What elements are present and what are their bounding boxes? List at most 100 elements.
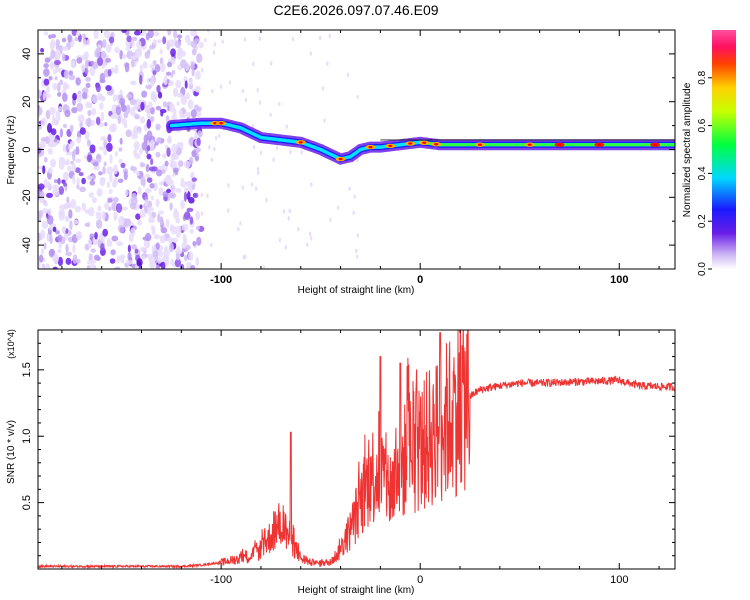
spectrogram-noise-blob	[54, 76, 58, 81]
spectrogram-noise-blob	[62, 144, 67, 153]
spectrogram-noise-blob	[309, 51, 313, 56]
spectrogram-noise-blob	[123, 170, 128, 181]
figure-title: C2E6.2026.097.07.46.E09	[273, 2, 438, 18]
spectrogram-noise-blob	[183, 191, 187, 202]
spectrogram-noise-blob	[40, 137, 48, 142]
spectrogram-noise-blob	[126, 35, 132, 43]
spectrogram-noise-blob	[140, 101, 145, 111]
spectrogram-noise-blob	[42, 208, 49, 214]
spectrogram-noise-blob	[310, 182, 313, 187]
spectrogram-noise-blob	[116, 255, 121, 264]
spectrogram-noise-blob	[147, 253, 153, 260]
spectrogram-noise-blob	[40, 47, 45, 53]
spectrogram-noise-blob	[68, 145, 73, 150]
spectrogram-noise-blob	[112, 94, 117, 103]
spectrogram-noise-blob	[272, 157, 275, 163]
spectrogram-noise-blob	[111, 235, 119, 242]
spectrogram-noise-blob	[76, 177, 80, 186]
spectrogram-noise-blob	[64, 172, 69, 182]
spectrogram-noise-blob	[275, 145, 279, 151]
spectrogram-noise-blob	[84, 222, 90, 227]
spectrogram-noise-blob	[84, 59, 89, 70]
spectrogram-noise-blob	[64, 109, 71, 118]
spectrogram-noise-blob	[140, 162, 146, 168]
spectrogram-noise-blob	[166, 147, 171, 158]
spectrogram-noise-blob	[146, 177, 153, 183]
spectrogram-noise-blob	[243, 37, 247, 42]
spectrogram-noise-blob	[106, 44, 112, 53]
spectrogram-noise-blob	[177, 160, 184, 168]
spectrogram-noise-blob	[68, 74, 76, 81]
spectrogram-noise-blob	[195, 111, 202, 118]
spectrogram-noise-blob	[326, 61, 329, 66]
spectrogram-noise-blob	[159, 48, 163, 55]
spectrogram-noise-blob	[131, 36, 138, 42]
spectrogram-noise-blob	[107, 133, 112, 143]
spectrogram-noise-blob	[155, 242, 160, 251]
spectrogram-noise-blob	[96, 188, 103, 197]
spectrogram-noise-blob	[180, 141, 184, 151]
spectrogram-noise-blob	[100, 50, 107, 59]
spectrogram-noise-blob	[118, 158, 123, 164]
spectrogram-noise-blob	[356, 233, 359, 238]
spectrogram-noise-blob	[38, 209, 44, 218]
spectrogram-noise-blob	[191, 48, 197, 56]
spectrogram-noise-blob	[72, 243, 76, 254]
spectrogram-noise-blob	[99, 102, 104, 111]
spectrogram-noise-blob	[158, 210, 164, 215]
spectrogram-noise-blob	[188, 78, 193, 87]
spectrogram-noise-blob	[93, 254, 100, 261]
spectrogram-noise-blob	[306, 242, 309, 247]
spectrogram-noise-blob	[117, 115, 122, 125]
spectrogram-noise-blob	[46, 84, 50, 94]
spectrogram-noise-blob	[149, 139, 155, 150]
spectrogram-noise-blob	[43, 31, 49, 36]
spectrogram-noise-blob	[150, 195, 154, 201]
spectrogram-noise-blob	[145, 84, 153, 90]
spectrogram-noise-blob	[72, 254, 78, 265]
spectrogram-noise-blob	[165, 218, 170, 228]
spectrogram-noise-blob	[194, 131, 198, 139]
colorbar-gradient	[712, 30, 736, 269]
spectrogram-noise-blob	[242, 254, 245, 260]
spectrogram-noise-blob	[70, 160, 74, 165]
spectrogram-noise-blob	[133, 125, 140, 135]
spectrogram-noise-blob	[191, 150, 197, 158]
spectrogram-noise-blob	[66, 196, 70, 204]
spectrogram-noise-blob	[114, 151, 118, 157]
spectrogram-noise-blob	[188, 251, 194, 261]
spectrogram-noise-blob	[146, 145, 151, 152]
spectrogram-noise-blob	[250, 182, 254, 187]
spectrogram-noise-blob	[356, 94, 359, 100]
spectrogram-noise-blob	[38, 89, 42, 99]
spectrogram-noise-blob	[291, 36, 295, 42]
spectrogram-noise-blob	[41, 265, 47, 269]
spectrogram-noise-blob	[212, 50, 216, 55]
spectrogram-noise-blob	[100, 111, 105, 122]
spectrogram-noise-blob	[146, 112, 151, 119]
spectrogram-noise-blob	[67, 34, 72, 43]
spectrogram-noise-blob	[356, 254, 359, 259]
colorbar: 0.0 0.2 0.4 0.6 0.8 Normalized spectral ampl…	[682, 30, 736, 276]
spectrogram-noise-blob	[162, 101, 167, 108]
spectrogram-noise-blob	[149, 207, 155, 212]
spectrogram-noise-blob	[142, 236, 149, 241]
spectrogram-noise-blob	[52, 187, 60, 196]
spectrogram-hotspot-core	[434, 143, 439, 146]
spectrogram-noise-blob	[76, 102, 84, 112]
spectrogram-noise-blob	[55, 109, 61, 119]
spectrogram-noise-blob	[176, 245, 181, 255]
spectrogram-noise-blob	[171, 113, 178, 122]
spectrogram-noise-blob	[130, 227, 136, 237]
spectrogram-noise-blob	[221, 39, 224, 44]
spectrogram-noise-blob	[174, 40, 182, 49]
spectrogram-noise-blob	[72, 163, 76, 173]
spectrogram-noise-blob	[130, 106, 136, 117]
spectrogram-noise-blob	[155, 105, 162, 111]
spectrogram-noise-blob	[176, 34, 183, 39]
spectrogram-noise-blob	[53, 179, 58, 184]
spectrogram-noise-blob	[252, 61, 255, 67]
spectrogram-noise-blob	[81, 64, 86, 73]
spectrogram-noise-blob	[62, 92, 68, 103]
spectrogram-noise-blob	[98, 146, 105, 151]
